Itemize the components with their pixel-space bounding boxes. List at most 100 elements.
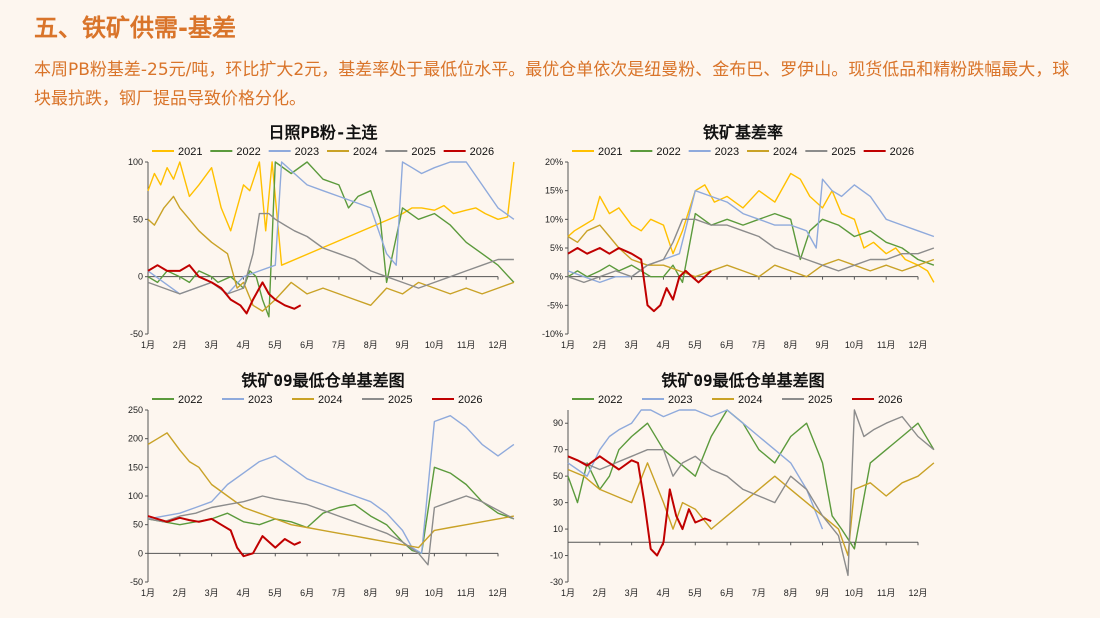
series-line-2021 (567, 172, 935, 283)
x-tick-label: 3月 (625, 340, 639, 350)
x-tick-label: 1月 (141, 340, 155, 350)
y-tick-label: 250 (128, 405, 143, 415)
legend-item: 2026 (443, 146, 494, 158)
page-title: 五、铁矿供需-基差 (34, 14, 236, 42)
summary-text: 本周PB粉基差-25元/吨，环比扩大2元，基差率处于最低位水平。最优仓单依次是纽… (34, 60, 1070, 109)
series-line-2024 (567, 462, 935, 557)
y-tick-label: 30 (553, 498, 563, 508)
x-tick-label: 12月 (908, 340, 927, 350)
x-tick-label: 12月 (908, 588, 927, 598)
legend-label: 2022 (598, 394, 622, 406)
legend-label: 2025 (831, 146, 855, 158)
y-tick-label: 90 (553, 418, 563, 428)
x-tick-label: 6月 (720, 340, 734, 350)
x-tick-label: 12月 (488, 340, 507, 350)
legend-label: 2023 (295, 146, 319, 158)
chart-title: 铁矿09最低仓单基差图 (661, 371, 824, 390)
chart-svg: 日照PB粉-主连 2021 2022 2023 2024 2025 2026 -50 0 50 10… (128, 123, 515, 350)
x-tick-label: 5月 (688, 340, 702, 350)
legend-item: 2024 (327, 146, 377, 158)
legend-label: 2025 (388, 394, 412, 406)
x-tick-label: 4月 (236, 588, 250, 598)
x-tick-label: 11月 (877, 340, 895, 350)
x-tick-label: 10月 (845, 340, 864, 350)
legend-label: 2026 (890, 146, 914, 158)
x-tick-label: 8月 (784, 588, 798, 598)
x-tick-label: 8月 (364, 340, 378, 350)
legend-label: 2021 (178, 146, 202, 158)
y-tick-label: 50 (133, 214, 143, 224)
chart-svg: 铁矿基差率 2021 2022 2023 2024 2025 2026 -10% -5% 0% 5%… (542, 123, 935, 350)
y-tick-label: 20% (545, 157, 563, 167)
x-tick-label: 1月 (561, 340, 575, 350)
series-line-2022 (147, 161, 515, 318)
x-tick-label: 6月 (300, 340, 314, 350)
x-tick-label: 5月 (268, 588, 282, 598)
x-tick-label: 7月 (752, 340, 766, 350)
legend-label: 2026 (878, 394, 902, 406)
y-tick-label: 15% (545, 186, 563, 196)
series-line-2025 (567, 218, 935, 284)
x-tick-label: 10月 (425, 588, 444, 598)
x-tick-label: 6月 (300, 588, 314, 598)
chart-svg: 铁矿09最低仓单基差图 2022 2023 2024 2025 2026 -50 0 50 100… (128, 371, 515, 598)
x-tick-label: 4月 (656, 340, 670, 350)
y-tick-label: -30 (550, 577, 563, 587)
series-line-2023 (567, 178, 935, 284)
x-tick-label: 7月 (332, 340, 346, 350)
legend-label: 2026 (470, 146, 494, 158)
legend-label: 2025 (808, 394, 832, 406)
legend-item: 2024 (292, 394, 342, 406)
legend-item: 2026 (863, 146, 914, 158)
legend-label: 2023 (668, 394, 692, 406)
x-tick-label: 3月 (205, 340, 219, 350)
chart-warrant-basis-left: 铁矿09最低仓单基差图 2022 2023 2024 2025 2026 -50 0 50 100… (108, 370, 515, 600)
y-tick-label: 70 (553, 445, 563, 455)
series-line-2026 (147, 264, 302, 315)
legend-item: 2022 (152, 394, 202, 406)
legend-label: 2022 (656, 146, 680, 158)
series-line-2024 (147, 432, 515, 549)
legend-item: 2025 (782, 394, 832, 406)
series-line-2026 (567, 455, 712, 557)
series-line-2026 (147, 515, 302, 558)
x-tick-label: 3月 (625, 588, 639, 598)
x-tick-label: 12月 (488, 588, 507, 598)
x-tick-label: 11月 (877, 588, 895, 598)
x-tick-label: 9月 (396, 588, 410, 598)
x-tick-label: 8月 (364, 588, 378, 598)
legend-label: 2026 (458, 394, 482, 406)
x-tick-label: 8月 (784, 340, 798, 350)
legend-item: 2023 (642, 394, 692, 406)
x-tick-label: 5月 (688, 588, 702, 598)
y-tick-label: -10% (542, 329, 563, 339)
x-tick-label: 1月 (141, 588, 155, 598)
legend-item: 2024 (747, 146, 797, 158)
x-tick-label: 5月 (268, 340, 282, 350)
x-tick-label: 11月 (457, 588, 475, 598)
y-tick-label: 50 (133, 520, 143, 530)
chart-svg: 铁矿09最低仓单基差图 2022 2023 2024 2025 2026 -30 -10 10 3… (550, 371, 935, 598)
series-line-2023 (567, 409, 824, 530)
x-tick-label: 10月 (425, 340, 444, 350)
y-tick-label: 10% (545, 214, 563, 224)
series-line-2024 (147, 195, 515, 312)
chart-title: 铁矿09最低仓单基差图 (241, 371, 404, 390)
chart-title: 日照PB粉-主连 (269, 123, 379, 142)
y-tick-label: 150 (128, 462, 143, 472)
legend-label: 2024 (738, 394, 762, 406)
legend-item: 2024 (712, 394, 762, 406)
legend-item: 2022 (572, 394, 622, 406)
legend-item: 2021 (572, 146, 622, 158)
legend-label: 2021 (598, 146, 622, 158)
x-tick-label: 2月 (593, 588, 607, 598)
legend-item: 2026 (432, 394, 482, 406)
y-tick-label: -10 (550, 551, 563, 561)
y-tick-label: 0% (550, 272, 563, 282)
y-tick-label: 0 (138, 272, 143, 282)
x-tick-label: 6月 (720, 588, 734, 598)
chart-warrant-basis-right: 铁矿09最低仓单基差图 2022 2023 2024 2025 2026 -30 -10 10 3… (528, 370, 935, 600)
legend-label: 2022 (236, 146, 260, 158)
legend-item: 2021 (152, 146, 202, 158)
chart-title: 铁矿基差率 (703, 123, 783, 142)
